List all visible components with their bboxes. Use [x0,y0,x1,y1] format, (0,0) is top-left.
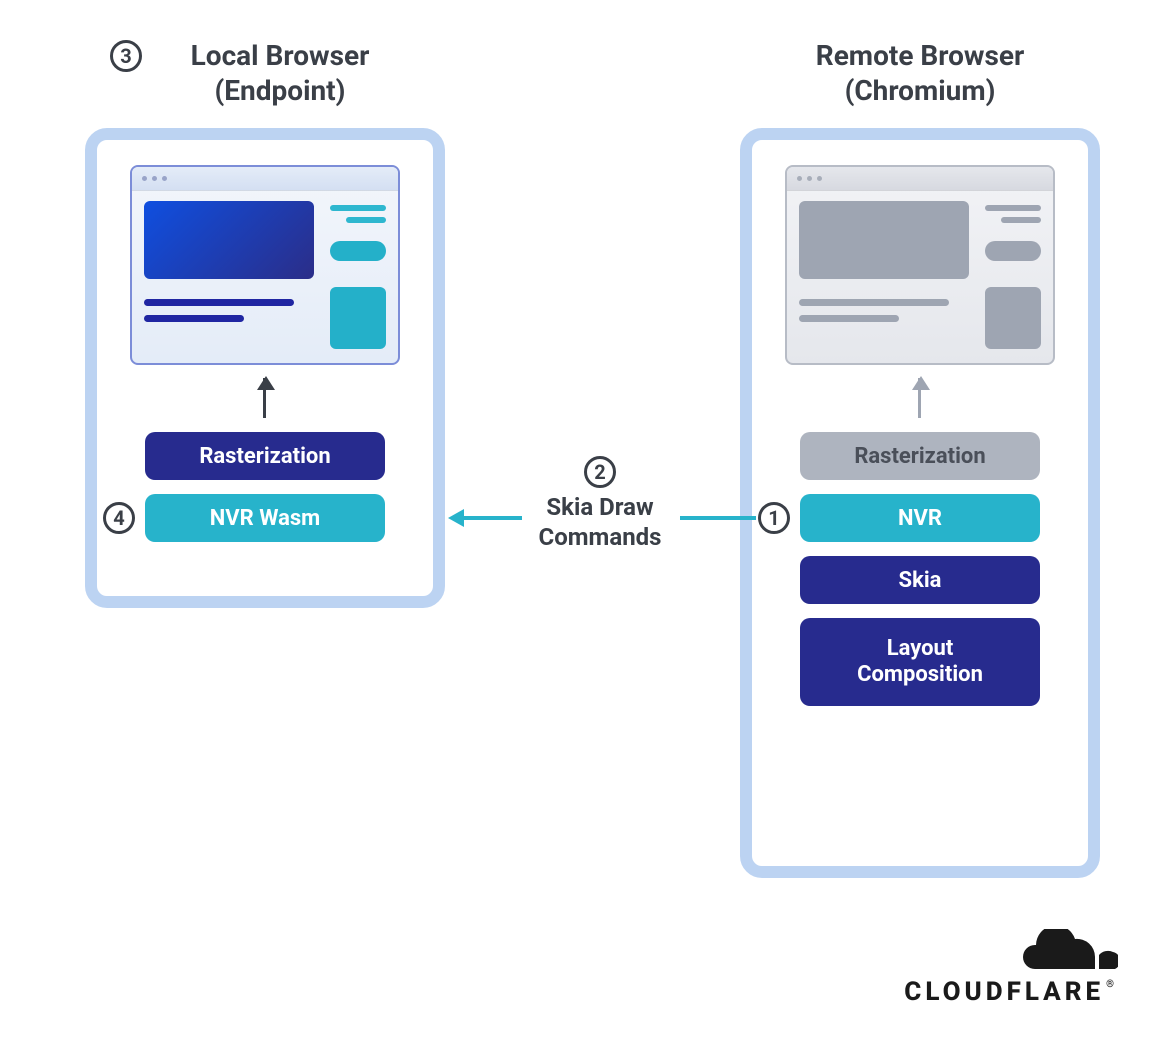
remote-heading-line2: (Chromium) [845,74,996,107]
mockup-line [985,205,1041,211]
connector-arrowhead-icon [448,509,464,527]
connector-label: Skia Draw Commands [520,492,680,552]
window-dot-icon [162,176,167,181]
window-dot-icon [797,176,802,181]
mockup-line [144,299,294,306]
mockup-line [144,315,244,322]
mockup-sidebox [985,287,1041,349]
mockup-hero [144,201,314,279]
remote-layout-box: Layout Composition [800,618,1040,706]
remote-rasterization-box: Rasterization [800,432,1040,480]
local-rasterization-box: Rasterization [145,432,385,480]
remote-heading-line1: Remote Browser [816,39,1025,72]
mockup-titlebar [787,167,1053,191]
registered-icon: ® [1106,979,1118,990]
remote-browser-mockup [785,165,1055,365]
local-heading-line1: Local Browser [191,39,370,72]
mockup-body [787,191,1053,363]
circle-4: 4 [103,502,135,534]
connector-line-left [462,516,522,520]
local-browser-mockup [130,165,400,365]
mockup-body [132,191,398,363]
circle-1: 1 [758,502,790,534]
window-dot-icon [152,176,157,181]
mockup-line [346,217,386,223]
remote-skia-box: Skia [800,556,1040,604]
mockup-pill [985,241,1041,261]
local-heading: Local Browser (Endpoint) [120,38,440,108]
mockup-titlebar [132,167,398,191]
connector-line-right [680,516,756,520]
circle-2: 2 [584,456,616,488]
mockup-line [799,315,899,322]
cloud-icon [1023,929,1118,971]
mockup-line [799,299,949,306]
window-dot-icon [142,176,147,181]
mockup-hero [799,201,969,279]
remote-heading: Remote Browser (Chromium) [750,38,1090,108]
mockup-line [1001,217,1041,223]
mockup-pill [330,241,386,261]
cloudflare-wordmark: CLOUDFLARE® [904,977,1118,1007]
mockup-line [330,205,386,211]
window-dot-icon [807,176,812,181]
remote-nvr-box: NVR [800,494,1040,542]
local-nvr-wasm-box: NVR Wasm [145,494,385,542]
window-dot-icon [817,176,822,181]
cloudflare-logo: CLOUDFLARE® [904,929,1118,1007]
local-heading-line2: (Endpoint) [215,74,346,107]
local-up-arrow-icon [263,378,266,418]
mockup-sidebox [330,287,386,349]
remote-up-arrow-icon [918,378,921,418]
circle-3: 3 [110,40,142,72]
